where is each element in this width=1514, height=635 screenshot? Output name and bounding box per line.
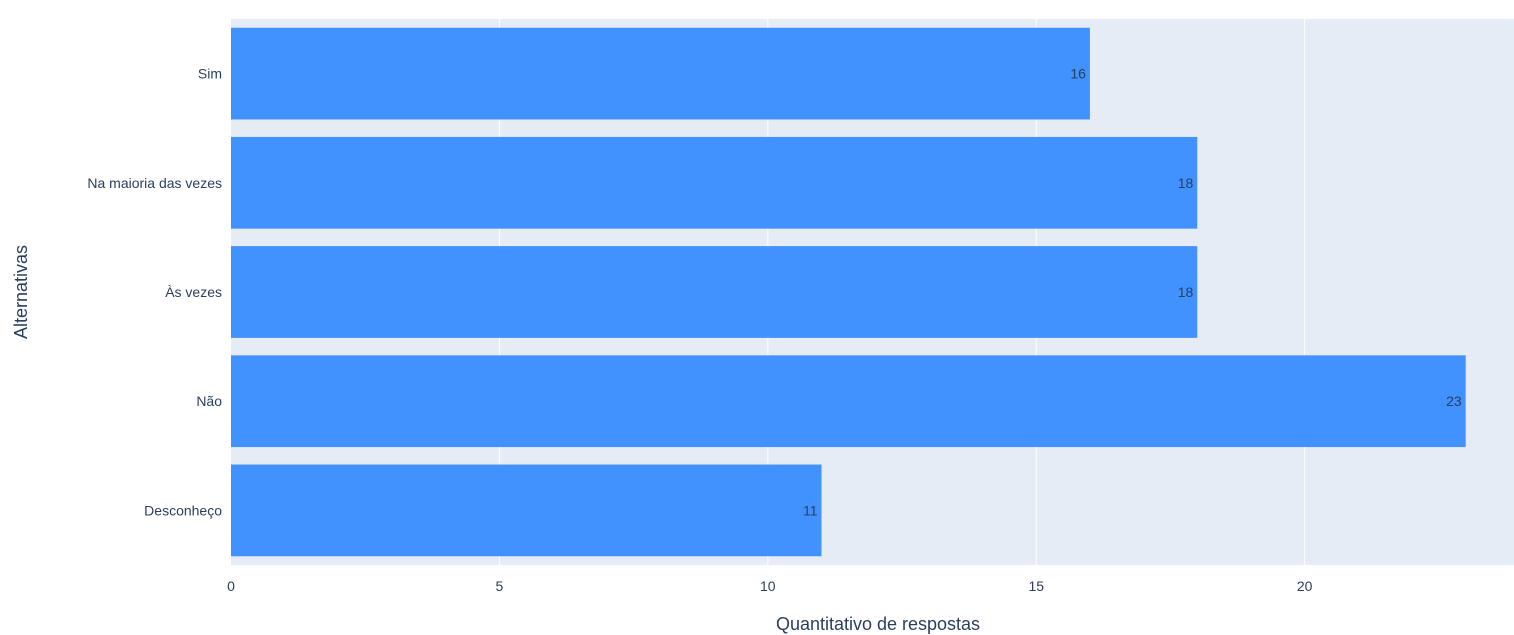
bar (231, 136, 1198, 229)
bar (231, 464, 822, 557)
bar-value-label: 11 (803, 502, 818, 518)
x-axis-title: Quantitativo de respostas (776, 614, 980, 634)
x-axis-tick-labels: 0 5 10 15 20 (227, 578, 1313, 594)
bars (231, 27, 1466, 557)
bar-value-label: 18 (1178, 175, 1194, 191)
x-tick-label: 0 (227, 578, 235, 594)
bar-value-label: 16 (1070, 66, 1086, 82)
x-tick-label: 20 (1297, 578, 1313, 594)
x-tick-label: 10 (760, 578, 776, 594)
y-tick-label: Na maioria das vezes (87, 175, 222, 191)
x-tick-label: 5 (496, 578, 504, 594)
bar (231, 246, 1198, 338)
y-tick-label: Às vezes (165, 284, 222, 300)
bar-value-label: 18 (1178, 284, 1194, 300)
y-axis-title: Alternativas (11, 245, 31, 339)
bar (231, 355, 1466, 448)
bar-value-labels: 16 18 18 23 11 (803, 66, 1462, 519)
bar-value-label: 23 (1446, 393, 1462, 409)
y-axis-tick-labels: Sim Na maioria das vezes Às vezes Não Descon… (87, 66, 222, 519)
y-tick-label: Sim (198, 66, 222, 82)
x-tick-label: 15 (1028, 578, 1044, 594)
y-tick-label: Não (196, 393, 222, 409)
y-tick-label: Desconheço (144, 502, 222, 518)
bar (231, 27, 1090, 120)
